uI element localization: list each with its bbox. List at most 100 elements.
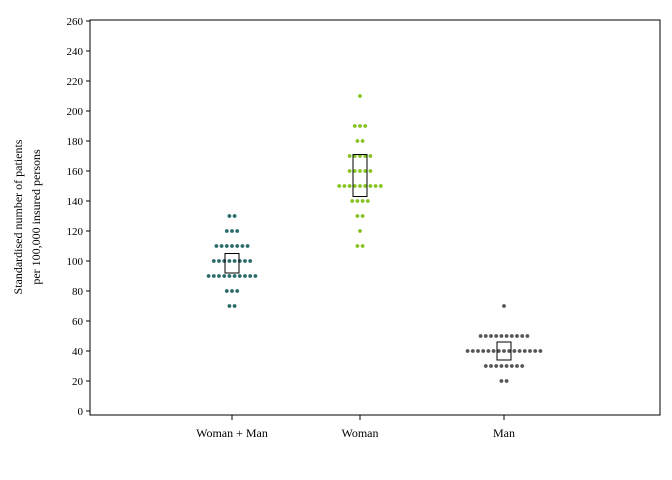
data-point xyxy=(342,184,347,188)
data-point xyxy=(211,259,216,263)
data-point xyxy=(230,229,234,233)
data-point xyxy=(360,214,365,218)
data-point xyxy=(486,349,491,353)
data-point xyxy=(232,274,237,278)
data-point xyxy=(504,334,509,338)
data-point xyxy=(227,304,232,308)
y-tick-label: 220 xyxy=(67,76,84,88)
data-point xyxy=(355,139,360,143)
data-point xyxy=(512,349,517,353)
data-point xyxy=(491,349,496,353)
y-tick-label: 200 xyxy=(67,106,84,118)
data-point xyxy=(232,259,237,263)
data-point xyxy=(211,274,216,278)
data-point xyxy=(217,274,221,278)
data-point xyxy=(515,364,519,368)
data-point xyxy=(368,169,373,173)
data-point xyxy=(235,244,240,248)
quartile-box xyxy=(224,253,240,274)
y-tick-label: 0 xyxy=(78,406,84,418)
data-point xyxy=(352,124,357,128)
data-point xyxy=(489,334,493,338)
data-point xyxy=(358,94,362,98)
data-point xyxy=(504,364,509,368)
data-point xyxy=(248,274,253,278)
data-point xyxy=(378,184,383,188)
data-point xyxy=(363,154,368,158)
y-tick-label: 180 xyxy=(67,136,84,148)
data-point xyxy=(502,349,506,353)
x-category-label: Man xyxy=(493,426,515,440)
data-point xyxy=(352,184,357,188)
data-point xyxy=(502,304,506,308)
data-points xyxy=(206,94,543,383)
y-axis-title-line: per 100,000 insured persons xyxy=(29,149,43,285)
data-point xyxy=(227,274,232,278)
y-tick-label: 60 xyxy=(72,316,84,328)
data-point xyxy=(515,334,519,338)
data-point xyxy=(227,214,232,218)
data-point xyxy=(538,349,543,353)
data-point xyxy=(360,244,365,248)
plot-frame xyxy=(89,19,661,416)
data-point xyxy=(230,289,234,293)
data-point xyxy=(507,349,512,353)
y-tick-label: 160 xyxy=(67,166,84,178)
x-category-label: Woman + Man xyxy=(196,426,268,440)
data-point xyxy=(528,349,532,353)
data-point xyxy=(365,199,370,203)
data-point xyxy=(509,364,514,368)
y-axis: 0 20 40 60 80 100 120 140 160 180 200 220 240 260 xyxy=(67,16,90,418)
data-point xyxy=(476,349,480,353)
data-point xyxy=(240,244,245,248)
data-point xyxy=(522,349,527,353)
data-point xyxy=(363,124,368,128)
quartile-boxes xyxy=(224,154,512,361)
data-point xyxy=(243,259,247,263)
data-point xyxy=(347,154,352,158)
y-tick-label: 100 xyxy=(67,256,84,268)
data-point xyxy=(227,259,232,263)
data-point xyxy=(350,199,355,203)
data-point xyxy=(494,364,499,368)
data-point xyxy=(224,229,229,233)
data-point xyxy=(237,274,242,278)
data-point xyxy=(499,334,504,338)
data-point xyxy=(355,244,360,248)
data-point xyxy=(235,289,240,293)
data-point xyxy=(470,349,475,353)
y-tick-label: 120 xyxy=(67,226,84,238)
y-axis-title-line: Standardised number of patients xyxy=(11,139,25,294)
data-point xyxy=(206,274,211,278)
data-point xyxy=(355,199,360,203)
data-point xyxy=(232,214,237,218)
data-point xyxy=(358,154,362,158)
data-point xyxy=(358,124,362,128)
y-axis-title: Standardised number of patients per 100,0… xyxy=(11,139,43,294)
data-point xyxy=(358,184,362,188)
data-point xyxy=(533,349,538,353)
data-point xyxy=(494,334,499,338)
data-point xyxy=(237,259,242,263)
data-point xyxy=(347,169,352,173)
data-point xyxy=(358,169,362,173)
data-point xyxy=(489,364,493,368)
data-point xyxy=(355,214,360,218)
data-point xyxy=(483,364,488,368)
data-point xyxy=(517,349,522,353)
data-point xyxy=(520,364,525,368)
data-point xyxy=(224,244,229,248)
data-point xyxy=(232,304,237,308)
data-point xyxy=(520,334,525,338)
data-point xyxy=(253,274,258,278)
x-axis: Woman + Man Woman Man xyxy=(196,415,515,440)
y-tick-label: 20 xyxy=(72,376,84,388)
data-point xyxy=(499,379,504,383)
data-point xyxy=(358,229,362,233)
data-point xyxy=(465,349,470,353)
data-point xyxy=(243,274,247,278)
x-category-label: Woman xyxy=(341,426,378,440)
data-point xyxy=(347,184,352,188)
data-point xyxy=(352,169,357,173)
